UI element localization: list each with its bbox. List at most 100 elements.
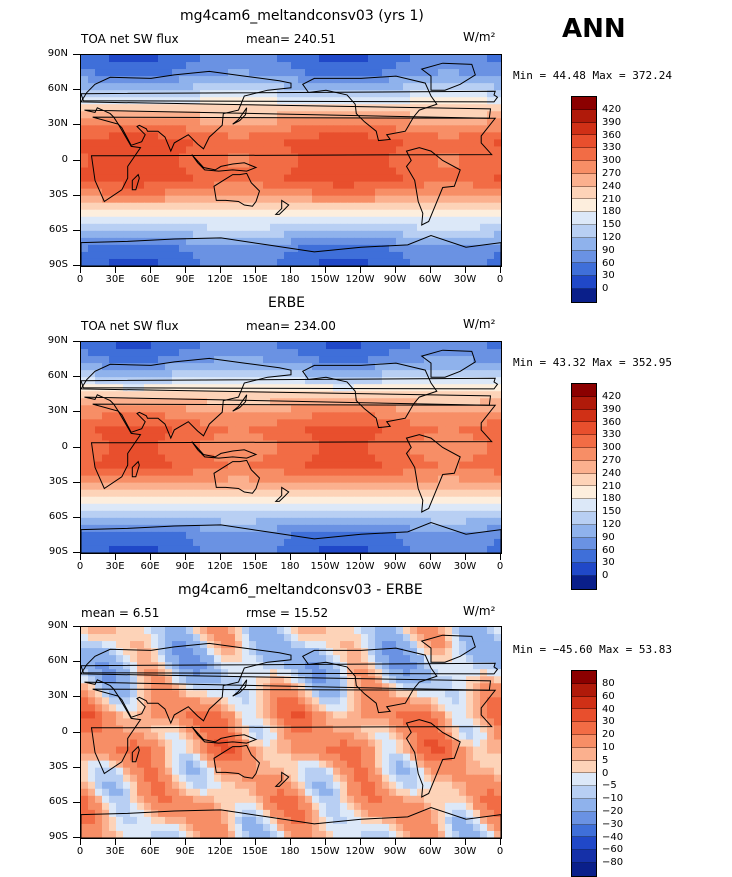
map-cell	[116, 175, 124, 183]
map-cell	[165, 676, 173, 684]
map-cell	[473, 259, 481, 266]
map-cell	[186, 412, 194, 420]
map-cell	[445, 690, 453, 698]
map-cell	[144, 426, 152, 434]
map-cell	[151, 342, 159, 350]
map-cell	[277, 356, 285, 364]
map-cell	[144, 405, 152, 413]
map-cell	[389, 384, 397, 392]
panel1-colorbar	[571, 96, 597, 303]
map-cell	[284, 139, 292, 147]
map-cell	[403, 711, 411, 719]
map-cell	[81, 412, 89, 420]
map-cell	[312, 76, 320, 84]
map-cell	[326, 518, 334, 526]
map-cell	[382, 511, 390, 519]
map-cell	[459, 747, 467, 755]
map-cell	[473, 747, 481, 755]
map-cell	[270, 546, 278, 553]
map-cell	[452, 384, 460, 392]
map-cell	[249, 433, 257, 441]
map-cell	[298, 161, 306, 169]
map-cell	[473, 448, 481, 456]
map-cell	[95, 168, 103, 176]
map-cell	[256, 627, 264, 635]
map-cell	[228, 210, 236, 218]
map-cell	[431, 718, 439, 726]
map-cell	[389, 252, 397, 260]
map-cell	[123, 210, 131, 218]
map-cell	[200, 182, 208, 190]
map-cell	[235, 426, 243, 434]
map-cell	[445, 754, 453, 762]
map-cell	[305, 511, 313, 519]
map-cell	[249, 238, 257, 246]
map-cell	[487, 539, 495, 547]
map-cell	[221, 259, 229, 266]
map-cell	[389, 525, 397, 533]
map-cell	[354, 490, 362, 498]
map-cell	[207, 469, 215, 477]
map-cell	[172, 349, 180, 357]
map-cell	[95, 259, 103, 266]
lon-tick-label: 0	[480, 561, 520, 572]
map-cell	[123, 725, 131, 733]
map-cell	[389, 469, 397, 477]
map-cell	[459, 196, 467, 204]
map-cell	[256, 648, 264, 656]
panel1-variable-label: TOA net SW flux	[81, 32, 179, 46]
map-cell	[242, 349, 250, 357]
map-cell	[165, 224, 173, 232]
map-cell	[81, 111, 89, 119]
map-cell	[438, 132, 446, 140]
map-cell	[263, 641, 271, 649]
map-cell	[270, 697, 278, 705]
map-cell	[326, 718, 334, 726]
map-cell	[186, 139, 194, 147]
map-cell	[326, 511, 334, 519]
map-cell	[186, 504, 194, 512]
map-cell	[312, 342, 320, 350]
map-cell	[249, 504, 257, 512]
map-cell	[291, 189, 299, 197]
map-cell	[109, 725, 117, 733]
map-cell	[403, 245, 411, 253]
map-cell	[186, 761, 194, 769]
map-cell	[116, 132, 124, 140]
map-cell	[438, 627, 446, 635]
map-cell	[375, 132, 383, 140]
map-cell	[480, 210, 488, 218]
map-cell	[144, 412, 152, 420]
map-cell	[417, 669, 425, 677]
map-cell	[221, 217, 229, 225]
map-cell	[158, 448, 166, 456]
map-cell	[116, 419, 124, 427]
map-cell	[123, 146, 131, 154]
map-cell	[95, 711, 103, 719]
map-cell	[312, 690, 320, 698]
map-cell	[375, 483, 383, 491]
map-cell	[438, 433, 446, 441]
map-cell	[298, 132, 306, 140]
map-cell	[333, 55, 341, 63]
map-cell	[137, 761, 145, 769]
map-cell	[109, 203, 117, 211]
map-cell	[88, 363, 96, 371]
map-cell	[326, 532, 334, 540]
map-cell	[424, 224, 432, 232]
map-cell	[137, 440, 145, 448]
map-cell	[487, 398, 495, 406]
map-cell	[151, 697, 159, 705]
map-cell	[242, 419, 250, 427]
map-cell	[354, 754, 362, 762]
map-cell	[179, 476, 187, 484]
map-cell	[417, 217, 425, 225]
map-cell	[207, 125, 215, 133]
map-cell	[158, 711, 166, 719]
map-cell	[417, 175, 425, 183]
map-cell	[333, 175, 341, 183]
map-cell	[277, 476, 285, 484]
panel1-mean-label: mean= 240.51	[246, 32, 336, 46]
map-cell	[368, 662, 376, 670]
map-cell	[102, 161, 110, 169]
